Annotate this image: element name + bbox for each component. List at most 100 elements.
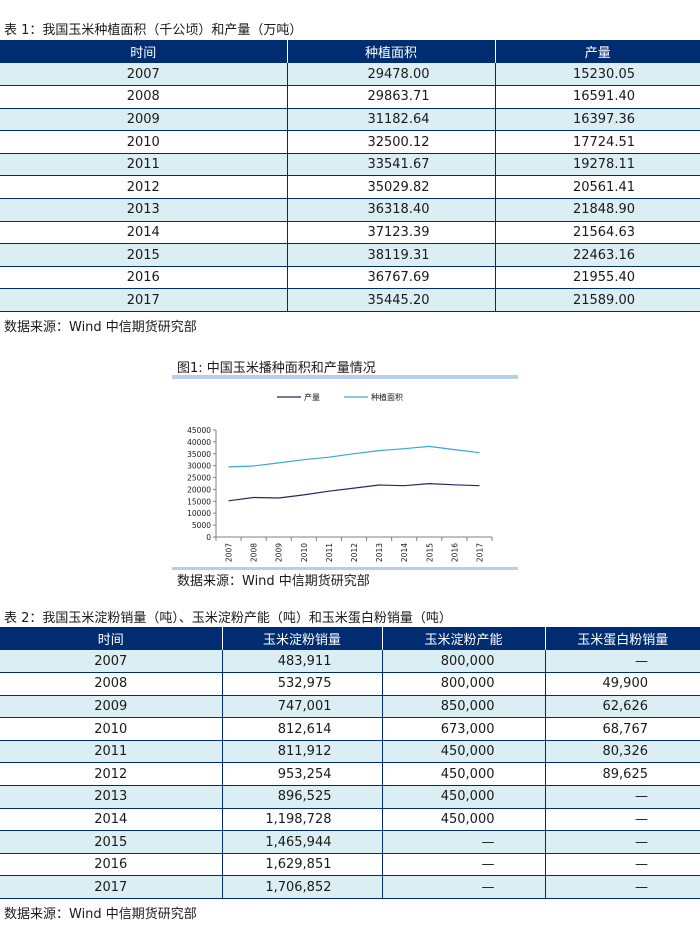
- table-row: 2017 1,706,852— —: [0, 875, 700, 899]
- y-tick-label: 20000: [187, 485, 211, 494]
- table-row: 2014 37123.39 21564.63: [0, 221, 700, 244]
- table-row: 2011 33541.67 19278.11: [0, 153, 700, 176]
- table-cell: —: [544, 785, 700, 809]
- table1-header-row: 时间 种植面积 产量: [0, 40, 700, 63]
- table-cell: 33541.67: [286, 153, 495, 176]
- legend-label: 种植面积: [371, 392, 403, 402]
- table-row: 2007 483,911 800,000—: [0, 650, 700, 673]
- column-header: 产量: [494, 40, 700, 63]
- chart-top-rule: [172, 375, 518, 379]
- table-cell: 1,198,728: [221, 808, 382, 831]
- y-tick-label: 35000: [187, 450, 211, 459]
- table-cell: 450,000: [381, 740, 545, 763]
- column-header: 时间: [130, 46, 157, 61]
- table1-source: 数据来源：Wind 中信期货研究部: [4, 320, 197, 335]
- table-cell: 850,000: [381, 695, 545, 718]
- table-cell: 38119.31: [286, 243, 495, 267]
- table-cell: —: [544, 875, 700, 899]
- legend-label: 产量: [304, 392, 320, 402]
- table-cell: 89,625: [544, 762, 700, 786]
- y-tick-label: 5000: [192, 521, 211, 530]
- table-cell: 2007: [94, 653, 128, 669]
- table-cell: 483,911: [221, 650, 382, 673]
- table-cell: 29863.71: [286, 85, 495, 109]
- table-cell: 2013: [126, 202, 160, 218]
- table-cell: 22463.16: [494, 243, 700, 267]
- table-row: 2008 532,975 800,000 49,900: [0, 672, 700, 696]
- table-cell: 450,000: [381, 762, 545, 786]
- column-header: 玉米淀粉销量: [221, 627, 382, 650]
- table-cell: 37123.39: [286, 221, 495, 244]
- series-line-production: [228, 482, 480, 502]
- table-cell: 2015: [94, 834, 128, 850]
- table-cell: 21955.40: [494, 266, 700, 289]
- table-row: 2014 1,198,728 450,000—: [0, 808, 700, 831]
- table-cell: —: [544, 808, 700, 831]
- table-cell: 2009: [94, 698, 128, 714]
- table-row: 2011 811,912 450,000 80,326: [0, 740, 700, 763]
- table-row: 2007 29478.00 15230.05: [0, 63, 700, 86]
- x-tick-label: 2010: [300, 543, 309, 562]
- y-tick-label: 0: [206, 533, 211, 542]
- table-row: 2015 38119.31 22463.16: [0, 243, 700, 267]
- table-cell: 800,000: [381, 672, 545, 696]
- table-cell: 2010: [126, 134, 160, 150]
- table2-caption: 表 2：我国玉米淀粉销量（吨）、玉米淀粉产能（吨）和玉米蛋白粉销量（吨）: [4, 611, 452, 626]
- table-row: 2015 1,465,944— —: [0, 830, 700, 854]
- table-row: 2016 36767.69 21955.40: [0, 266, 700, 289]
- table-cell: 21564.63: [494, 221, 700, 244]
- y-tick-label: 25000: [187, 474, 211, 483]
- y-tick-label: 15000: [187, 497, 211, 506]
- column-header: 玉米淀粉产能: [381, 627, 545, 650]
- table-cell: —: [544, 853, 700, 876]
- table1-body: 2007 29478.00 15230.05 2008 29863.71 16591.40…: [0, 63, 700, 312]
- x-tick-label: 2011: [325, 543, 334, 562]
- table-row: 2010 812,614 673,000 68,767: [0, 717, 700, 741]
- table-row: 2012 953,254 450,000 89,625: [0, 762, 700, 786]
- table2-source: 数据来源：Wind 中信期货研究部: [4, 907, 197, 922]
- column-header: 种植面积: [286, 40, 495, 63]
- y-tick-label: 10000: [187, 509, 211, 518]
- table-cell: 1,706,852: [221, 875, 382, 899]
- table-cell: 31182.64: [286, 108, 495, 131]
- x-tick-label: 2008: [250, 543, 259, 562]
- x-tick-label: 2017: [475, 543, 484, 562]
- table-cell: 80,326: [544, 740, 700, 763]
- table-cell: —: [381, 830, 545, 854]
- table-cell: 62,626: [544, 695, 700, 718]
- table2: 时间 玉米淀粉销量 玉米淀粉产能 玉米蛋白粉销量 2007 483,911 800,000…: [0, 627, 700, 899]
- table-cell: 35029.82: [286, 175, 495, 199]
- table-cell: 2011: [126, 157, 160, 173]
- table-cell: 896,525: [221, 785, 382, 809]
- table-row: 2010 32500.12 17724.51: [0, 130, 700, 154]
- x-tick-label: 2015: [425, 543, 434, 562]
- chart-source: 数据来源：Wind 中信期货研究部: [177, 574, 370, 589]
- x-tick-label: 2014: [400, 543, 409, 562]
- table-cell: 800,000: [381, 650, 545, 673]
- table-cell: 2015: [126, 247, 160, 263]
- table-cell: 747,001: [221, 695, 382, 718]
- y-tick-label: 45000: [187, 426, 211, 435]
- table-cell: 2016: [94, 857, 128, 873]
- table-cell: —: [381, 875, 545, 899]
- table-cell: 450,000: [381, 785, 545, 809]
- table-row: 2016 1,629,851— —: [0, 853, 700, 876]
- table-row: 2017 35445.20 21589.00: [0, 288, 700, 312]
- table-row: 2013 896,525 450,000—: [0, 785, 700, 809]
- table-cell: 36318.40: [286, 198, 495, 222]
- chart-title: 图1: 中国玉米播种面积和产量情况: [177, 361, 376, 376]
- table-cell: 17724.51: [494, 130, 700, 154]
- table-cell: 2011: [94, 744, 128, 760]
- table-cell: 450,000: [381, 808, 545, 831]
- table-cell: 2014: [94, 811, 128, 827]
- table-row: 2009 747,001 850,000 62,626: [0, 695, 700, 718]
- x-tick-label: 2012: [350, 543, 359, 562]
- table2-header-row: 时间 玉米淀粉销量 玉米淀粉产能 玉米蛋白粉销量: [0, 627, 700, 650]
- table-cell: 35445.20: [286, 288, 495, 312]
- table-cell: —: [381, 853, 545, 876]
- x-tick-label: 2013: [375, 543, 384, 562]
- table-cell: 953,254: [221, 762, 382, 786]
- table-cell: 2007: [126, 66, 160, 82]
- x-tick-label: 2009: [275, 543, 284, 562]
- table-cell: 15230.05: [494, 63, 700, 86]
